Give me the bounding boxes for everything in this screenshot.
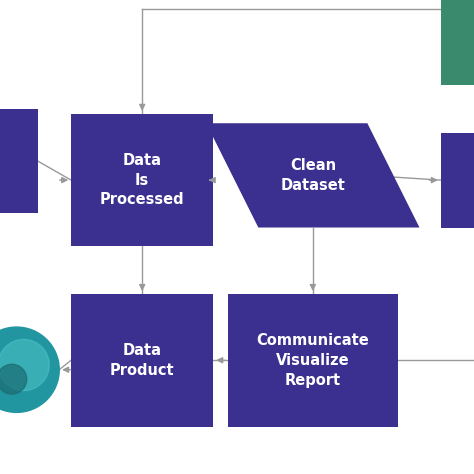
FancyBboxPatch shape [71, 294, 213, 427]
Circle shape [0, 364, 27, 394]
Circle shape [0, 339, 49, 391]
FancyBboxPatch shape [71, 114, 213, 246]
Text: Data
Is
Processed: Data Is Processed [100, 153, 184, 208]
FancyBboxPatch shape [441, 0, 474, 85]
FancyBboxPatch shape [441, 133, 474, 228]
Polygon shape [206, 123, 419, 228]
Text: Data
Product: Data Product [110, 343, 174, 378]
FancyBboxPatch shape [0, 109, 38, 213]
Circle shape [0, 327, 59, 412]
Text: Communicate
Visualize
Report: Communicate Visualize Report [256, 333, 369, 388]
Text: Clean
Dataset: Clean Dataset [281, 158, 345, 193]
FancyBboxPatch shape [228, 294, 398, 427]
